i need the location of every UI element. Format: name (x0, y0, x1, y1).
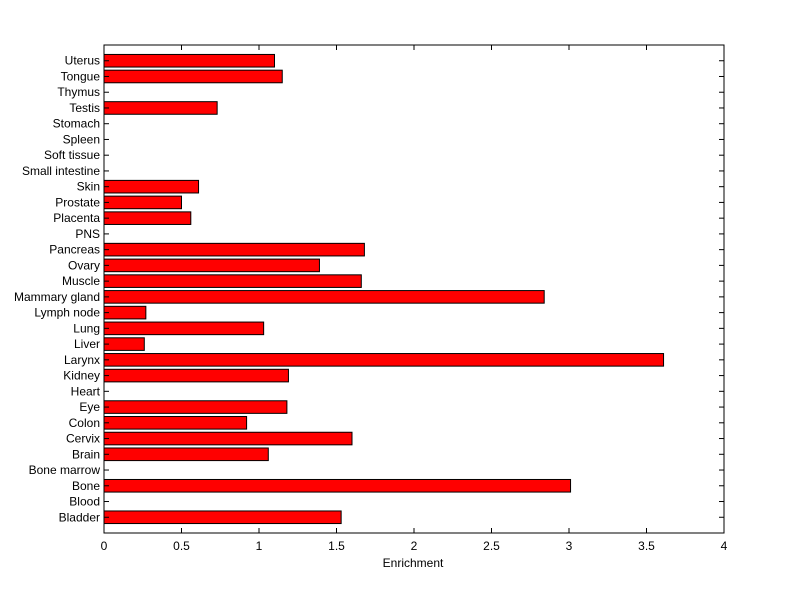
y-tick-label: Testis (69, 101, 100, 115)
y-tick-label: Uterus (65, 54, 100, 68)
bar-prostate (103, 195, 182, 210)
bar-liver (103, 337, 145, 351)
bar-brain (103, 447, 269, 462)
x-tick-label: 4 (721, 539, 728, 553)
bar-uterus (103, 53, 275, 68)
y-tick-label: Blood (69, 495, 100, 509)
y-tick-label: Mammary gland (14, 290, 100, 304)
bar-tongue (103, 69, 283, 84)
y-tick-label: PNS (75, 227, 100, 241)
bar-pancreas (103, 242, 365, 257)
bar-lung (103, 321, 265, 336)
bar-lymph-node (103, 305, 147, 320)
bar-larynx (103, 353, 665, 367)
x-tick-label: 1.5 (328, 539, 345, 553)
y-tick-label: Spleen (63, 132, 100, 146)
y-tick-label: Bone marrow (29, 463, 101, 477)
x-tick-label: 0.5 (173, 539, 190, 553)
bar-bladder (103, 510, 342, 525)
y-tick-label: Placenta (53, 211, 100, 225)
y-tick-label: Kidney (63, 369, 100, 383)
y-tick-label: Tongue (61, 69, 101, 83)
y-tick-label: Skin (77, 180, 100, 194)
y-tick-label: Larynx (64, 353, 100, 367)
y-tick-label: Prostate (55, 195, 100, 209)
x-tick-label: 2 (411, 539, 418, 553)
x-tick-label: 3 (566, 539, 573, 553)
x-axis-label: Enrichment (383, 556, 444, 570)
bar-testis (103, 101, 218, 115)
y-tick-label: Bone (72, 479, 100, 493)
y-tick-label: Small intestine (22, 164, 100, 178)
x-tick-label: 1 (256, 539, 263, 553)
y-tick-label: Thymus (57, 85, 100, 99)
bar-eye (103, 400, 288, 414)
y-tick-label: Pancreas (49, 243, 100, 257)
bar-skin (103, 179, 200, 194)
y-tick-label: Ovary (68, 258, 100, 272)
y-tick-label: Muscle (62, 274, 100, 288)
y-tick-label: Liver (74, 337, 100, 351)
bar-placenta (103, 211, 192, 225)
x-tick-label: 0 (101, 539, 108, 553)
y-tick-label: Eye (79, 400, 100, 414)
bar-mammary-gland (103, 290, 545, 304)
y-tick-label: Stomach (53, 117, 100, 131)
y-tick-label: Heart (71, 384, 101, 398)
bar-colon (103, 416, 248, 430)
bar-muscle (103, 274, 362, 288)
plot-frame (103, 44, 725, 534)
y-tick-label: Colon (69, 416, 100, 430)
bar-cervix (103, 431, 353, 446)
y-tick-label: Cervix (66, 432, 100, 446)
x-tick-label: 2.5 (483, 539, 500, 553)
x-tick-label: 3.5 (638, 539, 655, 553)
y-tick-label: Lymph node (34, 306, 100, 320)
y-tick-label: Lung (73, 321, 100, 335)
y-tick-label: Bladder (59, 510, 100, 524)
y-tick-label: Brain (72, 447, 100, 461)
bar-ovary (103, 258, 320, 273)
bar-kidney (103, 368, 289, 383)
y-tick-label: Soft tissue (44, 148, 100, 162)
bar-bone (103, 478, 572, 493)
